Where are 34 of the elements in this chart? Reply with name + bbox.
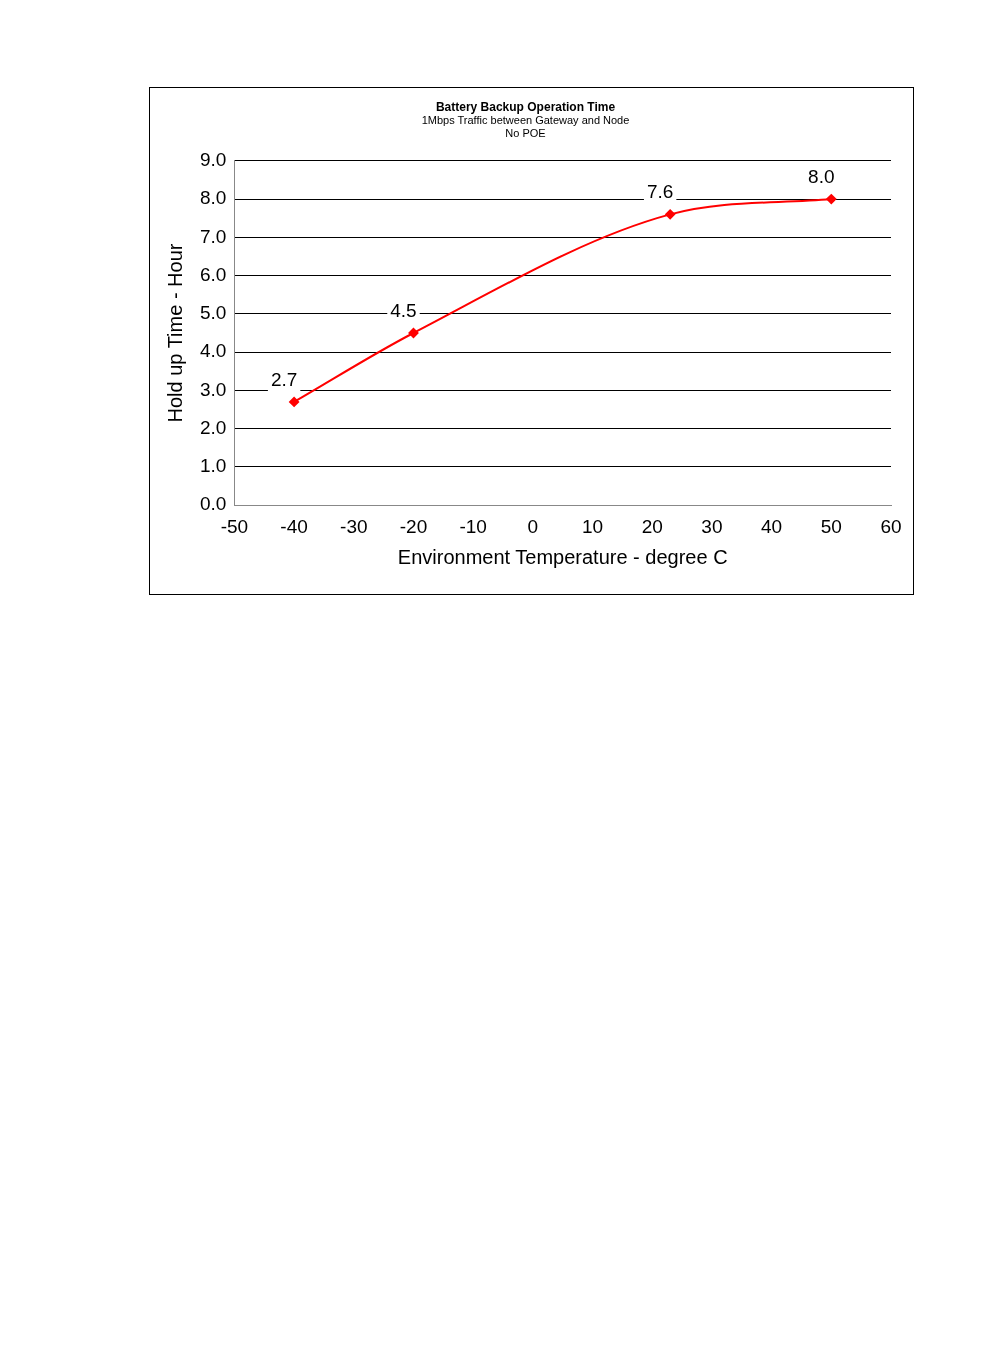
x-axis-title: Environment Temperature - degree C: [397, 545, 728, 568]
chart-subtitle: 1Mbps Traffic between Gateway and Node No POE: [421, 114, 630, 140]
point: [408, 328, 419, 338]
data-label: 7.6: [646, 181, 674, 203]
y-tick-label: 7.0: [199, 225, 227, 247]
data-label: 4.5: [390, 299, 417, 321]
x-tick-label: 40: [761, 515, 783, 537]
point: [826, 194, 837, 205]
x-tick-label: 30: [701, 515, 723, 537]
point: [665, 209, 676, 220]
y-axis-title: Hold up Time - Hour: [163, 243, 186, 423]
x-tick-label: -20: [399, 515, 428, 537]
data-label: 8.0: [808, 165, 835, 187]
x-tick-label: -10: [459, 515, 487, 537]
point: [289, 396, 300, 407]
x-tick-label: 60: [880, 515, 902, 537]
y-tick-label: 4.0: [199, 340, 227, 362]
x-tick-label: -50: [220, 515, 249, 537]
y-tick-label: 9.0: [199, 149, 227, 171]
x-tick-label: 20: [641, 515, 663, 537]
x-tick-label: -40: [280, 515, 308, 537]
chart-title: Battery Backup Operation Time: [435, 99, 616, 114]
y-tick-label: 8.0: [199, 187, 227, 209]
y-tick-label: 5.0: [199, 302, 227, 324]
y-tick-label: 6.0: [199, 263, 227, 285]
data-label: 2.7: [270, 368, 298, 390]
x-tick-label: 50: [820, 515, 842, 537]
y-tick-label: 2.0: [199, 416, 227, 438]
y-tick-label: 3.0: [199, 378, 227, 400]
x-tick-label: -30: [340, 515, 368, 537]
y-tick-label: 0.0: [199, 493, 227, 515]
x-tick-label: 10: [581, 515, 604, 537]
x-tick-label: 0: [527, 515, 539, 537]
y-tick-label: 1.0: [199, 455, 227, 477]
